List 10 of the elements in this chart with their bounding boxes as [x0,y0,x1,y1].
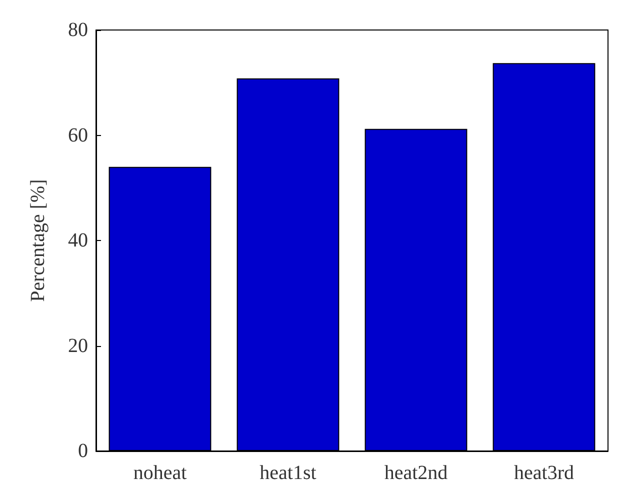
x-tick-label: noheat [133,462,188,484]
x-tick-label: heat1st [260,462,317,484]
y-tick-label: 0 [78,440,88,462]
x-tick-label: heat2nd [384,462,448,484]
y-tick-label: 80 [68,19,88,41]
y-tick-label: 60 [68,124,88,146]
y-axis-title: Percentage [%] [27,179,49,302]
x-tick-label: heat3rd [514,462,574,484]
y-tick-label: 20 [68,334,88,357]
y-tick-label: 40 [68,230,88,252]
